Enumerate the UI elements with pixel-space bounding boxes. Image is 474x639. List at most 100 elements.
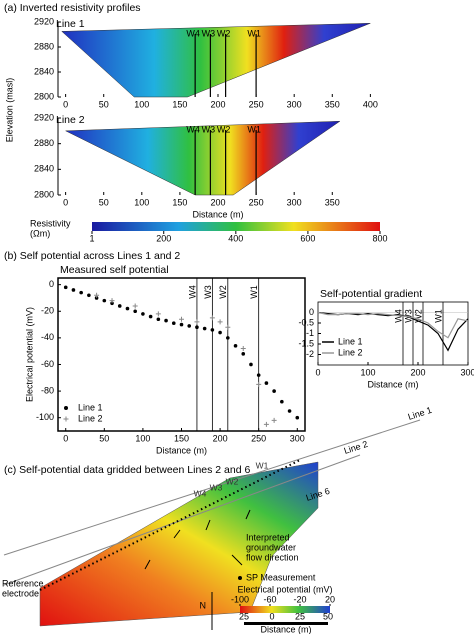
x-tick-label: 200 <box>210 197 225 207</box>
chart-title: Self-potential gradient <box>320 288 422 300</box>
data-point <box>102 298 107 303</box>
y-tick-label: -0.5 <box>298 317 314 327</box>
chart-title: Measured self potential <box>60 264 169 276</box>
x-tick-label: 50 <box>99 197 109 207</box>
x-tick-label: 150 <box>172 197 187 207</box>
x-tick-label: 0 <box>63 99 68 109</box>
resistivity-section <box>65 120 341 196</box>
data-point <box>87 293 91 298</box>
colorbar-tick-label: -20 <box>293 594 306 604</box>
data-point <box>132 303 138 309</box>
legend-label: Line 1 <box>338 336 363 346</box>
well-label: W1 <box>247 124 261 134</box>
colorbar-tick-label: 200 <box>156 233 171 243</box>
well-label: W1 <box>247 28 261 38</box>
colorbar-tick-label: 400 <box>228 233 243 243</box>
well-label: W2 <box>218 285 228 299</box>
well-label: W2 <box>413 309 423 323</box>
data-point <box>287 409 292 413</box>
data-point <box>264 381 269 385</box>
x-tick-label: 150 <box>174 433 189 443</box>
y-tick-label: -20 <box>41 306 54 316</box>
scale-title: Distance (m) <box>260 624 311 634</box>
data-point <box>256 381 262 387</box>
well-label: W1 <box>249 285 259 299</box>
y-tick-label: 2840 <box>34 164 54 174</box>
well-label: W1 <box>256 460 269 470</box>
x-tick-label: 300 <box>290 433 305 443</box>
y-tick-label: 2880 <box>34 41 54 51</box>
sp-legend-dot <box>238 576 242 580</box>
y-axis-label: Electrical potential (mV) <box>24 307 34 402</box>
x-tick-label: 0 <box>63 433 68 443</box>
colorbar-title: Resistivity <box>30 218 71 228</box>
electrode-line <box>39 459 301 591</box>
x-tick-label: 300 <box>287 99 302 109</box>
x-tick-label: 250 <box>251 433 266 443</box>
data-point <box>63 285 68 290</box>
legend-label: Line 2 <box>78 413 103 423</box>
data-point <box>209 315 215 321</box>
flow-label: groundwater <box>246 542 296 552</box>
colorbar <box>240 606 330 613</box>
y-tick-label: 0 <box>309 307 314 317</box>
panel-header: (b) Self potential across Lines 1 and 2 <box>4 250 180 262</box>
colorbar-tick-label: 20 <box>325 594 335 604</box>
x-tick-label: 100 <box>360 367 375 377</box>
data-point <box>164 318 168 323</box>
well-label: W3 <box>210 482 223 492</box>
colorbar-title: (Ωm) <box>30 228 50 238</box>
y-tick-label: -60 <box>41 359 54 369</box>
legend-marker <box>63 416 69 422</box>
y-tick-label: 2800 <box>34 91 54 101</box>
data-point <box>125 306 130 311</box>
well-label: W3 <box>202 124 216 134</box>
data-point <box>179 322 184 327</box>
x-axis-label: Distance (m) <box>156 445 207 455</box>
sp-label: SP Measurement <box>246 572 316 582</box>
colorbar-tick-label: 1 <box>89 233 94 243</box>
y-tick-label: -1 <box>306 328 314 338</box>
data-point <box>226 336 230 340</box>
y-tick-label: 0 <box>49 279 54 289</box>
y-tick-label: 2880 <box>34 138 54 148</box>
well-label: W3 <box>403 309 413 323</box>
x-tick-label: 50 <box>99 433 109 443</box>
x-tick-label: 0 <box>63 197 68 207</box>
reference-label: electrode <box>2 588 39 598</box>
x-tick-label: 200 <box>210 99 225 109</box>
data-point <box>194 319 200 325</box>
y-tick-label: -40 <box>41 332 54 342</box>
scale-tick-label: 25 <box>295 611 305 621</box>
reference-label: Reference <box>2 578 44 588</box>
data-point <box>109 298 115 304</box>
data-point <box>71 288 76 292</box>
line-label: Line 1 <box>407 405 433 422</box>
well-label: W3 <box>202 28 216 38</box>
x-axis-label: Distance (m) <box>192 209 243 219</box>
well-label: W4 <box>194 488 207 498</box>
colorbar-tick-label: -60 <box>263 594 276 604</box>
y-tick-label: -2 <box>306 349 314 359</box>
data-point <box>295 415 300 420</box>
survey-line <box>3 419 421 556</box>
data-point <box>79 290 83 295</box>
colorbar-tick-label: 800 <box>372 233 387 243</box>
y-tick-label: -1.5 <box>298 338 314 348</box>
data-point <box>202 326 207 331</box>
data-point <box>187 324 192 328</box>
data-point <box>110 301 114 306</box>
data-point <box>240 346 246 352</box>
flow-legend-arrow <box>231 554 243 566</box>
y-tick-label: 2920 <box>34 112 54 122</box>
data-point <box>218 330 222 335</box>
well-label: W1 <box>433 309 443 323</box>
x-tick-label: 250 <box>249 99 264 109</box>
x-tick-label: 100 <box>134 99 149 109</box>
x-tick-label: 350 <box>325 197 340 207</box>
well-label: W4 <box>187 285 197 299</box>
data-point <box>233 344 238 348</box>
chart-title: Line 2 <box>56 114 85 126</box>
well-label: W2 <box>226 476 239 486</box>
data-point <box>272 389 276 393</box>
